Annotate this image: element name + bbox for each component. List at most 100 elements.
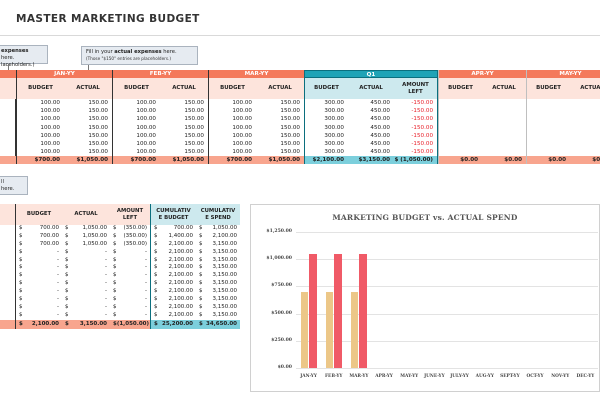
actual-cell: 150.00 [280,116,300,123]
currency-symbol: $ [154,225,158,231]
table-subheader-row: BUDGET ACTUAL BUDGET ACTUAL BUDGET ACTUAL BUDG… [0,78,600,99]
currency-symbol: $ [154,288,158,295]
cell-value: 34,650.00 [206,320,237,327]
row-stub-cell [0,249,15,257]
budget-bar [300,291,309,368]
actual-cell [482,107,526,115]
gridline [296,259,598,261]
cum-spend-cell: $3,150.00 [196,280,240,288]
header-cell [0,70,16,78]
budget-cell: 100.00 [112,99,160,108]
currency-symbol: $ [154,280,158,287]
actual-cell: 150.00 [184,108,204,115]
actual-cell: $ - [62,272,110,280]
actual-column-header: ACTUAL [348,78,394,99]
cell-value: 1,400.00 [168,232,194,239]
actual-cell [570,140,600,148]
budget-cell: 100.00 [208,115,256,124]
actual-cell [482,115,526,123]
x-axis-tick-label: MAR-YY [349,374,369,379]
budget-cell [438,123,482,132]
header-text: E BUDGET [158,214,189,221]
left-cell: $ - [110,312,150,320]
actual-cell: 150.00 [88,116,108,123]
total-cell [0,319,15,329]
budget-cell [438,139,482,149]
total-budget-cell: $700.00 [16,156,64,165]
row-stub-cell [0,288,15,296]
cell-value: 1,050.00 [212,225,238,231]
total-cum-spend-cell: $34,650.00 [196,319,240,329]
cum-spend-cell: $3,150.00 [196,288,240,296]
currency-symbol: $ [199,296,203,303]
cell-value: 2,100.00 [168,272,194,279]
month-header: APR-YY [438,70,526,78]
cum-budget-cell: $2,100.00 [150,288,196,297]
x-axis-tick-label: NOV-YY [551,374,570,379]
actual-cell: $ - [62,288,110,296]
currency-symbol: $ [154,296,158,303]
budget-cell [526,107,570,116]
amount-left-cell: -150.00 [394,99,438,108]
table-row: 100.00 150.00 100.00 150.00 100.00 150.00 300.… [0,99,600,108]
left-cell: $ - [110,249,150,257]
table-row: 100.00 150.00 100.00 150.00 100.00 150.00 300.… [0,123,600,132]
summary-row: $ - $ - $ - $2,100.00 $3,150.00 [0,280,240,289]
summary-row: $700.00 $1,050.00 $ (350.00) $2,100.00 $3,150… [0,240,240,249]
cum-spend-cell: $3,150.00 [196,264,240,272]
actual-cell: $ - [62,280,110,288]
budget-cell: 100.00 [208,139,256,149]
header-text: AMOUNT [402,82,429,89]
cum-spend-cell: $3,150.00 [196,249,240,257]
currency-symbol: $ [113,264,117,271]
cell-value: 700.00 [39,240,59,247]
cell-value: 2,100.00 [168,256,194,263]
budget-column-header: BUDGET [112,78,160,99]
currency-symbol: $ [154,320,158,327]
budget-column-header: BUDGET [15,204,62,225]
cell-value: 2,100.00 [168,240,194,247]
row-stub-cell [0,123,16,132]
amount-left-cell: -150.00 [394,139,438,149]
currency-symbol: $ [113,311,117,318]
summary-row: $700.00 $1,050.00 $ (350.00) $1,400.00 $2,100… [0,232,240,241]
actual-cell: $ - [62,304,110,312]
actual-cell: 450.00 [370,116,390,123]
cell-value: 1,050.00 [82,232,108,239]
cell-value: 3,150.00 [212,288,238,295]
summary-row: $700.00 $1,050.00 $ (350.00) $700.00 $1,050.0… [0,225,240,233]
currency-symbol: $ [113,288,117,295]
budget-column-header: BUDGET [208,78,256,99]
cell-value: 3,150.00 [212,248,238,255]
y-axis-tick-label: $500.00 [271,310,292,316]
row-stub-cell [0,241,15,249]
budget-cell: $ - [15,280,62,289]
x-axis-tick-label: AUG-YY [475,374,494,379]
chart-title: MARKETING BUDGET vs. ACTUAL SPEND [332,213,518,222]
budget-cell: 300.00 [304,139,348,149]
actual-cell: 150.00 [280,108,300,115]
actual-cell: 150.00 [280,100,300,106]
quarter-header: Q1 [304,70,438,78]
summary-header-row: BUDGET ACTUAL AMOUNT LEFT CUMULATIV E BUDGET C… [0,204,240,225]
budget-cell: 100.00 [16,131,64,140]
currency-symbol: $ [19,296,23,303]
cell-value: (350.00) [123,232,147,239]
total-actual-cell: $1,050.00 [160,156,208,165]
budget-cell: 100.00 [16,123,64,132]
actual-column-header: ACTUAL [62,204,110,225]
amount-left-column-header: AMOUNT LEFT [110,204,150,225]
actual-cell: 150.00 [88,149,108,156]
row-stub-cell [0,296,15,304]
currency-symbol: $ [19,320,23,327]
budget-cell: $ - [15,288,62,297]
actual-cell [570,132,600,140]
cell-value: 700.00 [173,225,193,231]
x-axis-tick-label: JAN-YY [300,374,317,379]
header-text: CUMULATIV [200,208,236,215]
y-axis-tick-label: $1,250.00 [266,229,292,234]
total-left-cell: $ (1,050.00) [110,319,150,329]
cell-value: 2,100.00 [168,288,194,295]
cell-value: - [105,272,107,279]
cell-value: 3,150.00 [212,280,238,287]
